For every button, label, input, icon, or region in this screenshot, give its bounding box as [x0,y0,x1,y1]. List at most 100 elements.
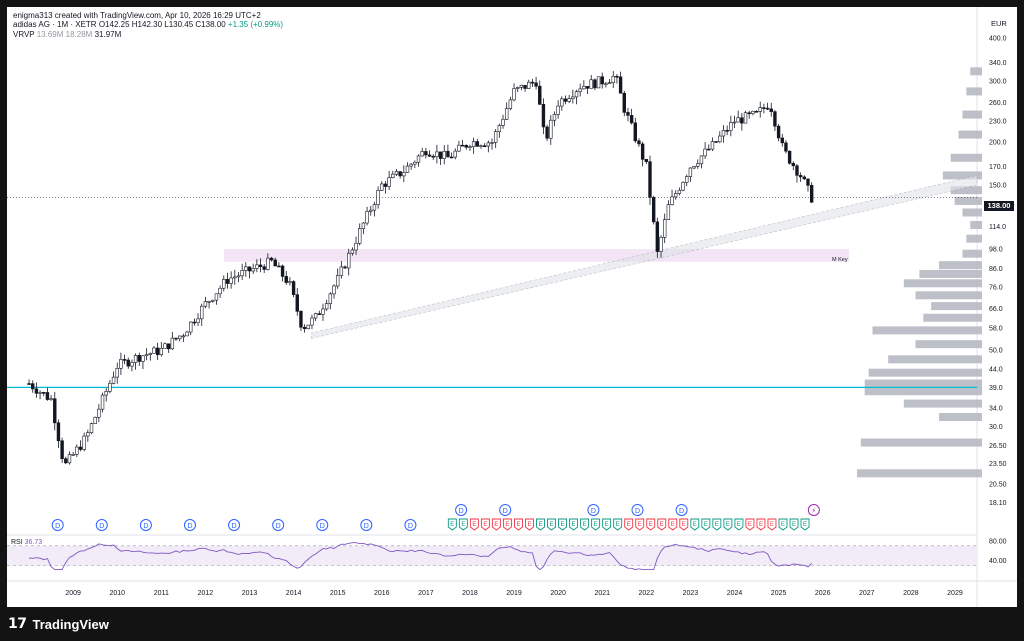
earnings-glyph: E [472,522,476,528]
price-tick-label: 39.0 [989,385,1003,392]
candle-body [571,96,575,99]
price-tick-label: 114.0 [989,224,1006,231]
candle-body [615,75,619,78]
earnings-marker [646,518,656,531]
candle-body [534,82,538,87]
candle-body [743,112,748,124]
earnings-glyph: E [660,522,664,528]
candle-body [809,185,814,203]
candle-body [769,108,773,112]
candle-body [181,335,186,338]
time-tick-label: 2018 [462,590,478,597]
candle-body [751,110,755,115]
low-value: L130.45 [164,20,194,29]
candle-body [291,281,296,295]
candle-body [361,222,366,229]
currency-label[interactable]: EUR [991,19,1007,28]
volume-profile-bar [903,399,982,408]
time-tick-label: 2027 [859,590,875,597]
time-tick-label: 2024 [727,590,743,597]
earnings-glyph: E [505,522,509,528]
candle-body [560,98,564,107]
candle-body [394,171,399,175]
earnings-glyph: E [450,522,454,528]
candle-body [806,178,810,186]
candle-body [578,88,582,92]
candle-body [317,313,322,315]
candle-body [299,311,303,328]
candle-body [611,75,615,83]
vrvp-value-3: 31.97M [94,30,122,39]
price-tick-label: 20.50 [989,481,1007,488]
candle-body [519,84,524,88]
candle-body [247,266,252,272]
rsi-legend[interactable]: RSI 36.73 [11,539,42,546]
candle-body [321,308,325,315]
candle-body [765,107,770,110]
candle-body [324,303,329,310]
vrvp-legend[interactable]: VRVP 13.69M 18.28M 31.97M [13,30,121,39]
earnings-glyph: E [605,522,609,528]
dividend-glyph: D [232,523,237,530]
earnings-glyph: E [527,522,531,528]
candle-body [288,281,292,283]
earnings-glyph: E [715,522,719,528]
earnings-marker [679,518,689,531]
candles [27,71,814,465]
chart-frame[interactable]: 400.0 340.0 300.0 260.0 230.0 200.0 170.0 150.0… [7,7,1017,607]
candle-body [277,265,281,268]
dividend-marker [183,519,196,531]
earnings-glyph: E [627,522,631,528]
earnings-marker [624,518,634,531]
volume-profile-bar [857,469,982,478]
dividend-glyph: D [364,523,369,530]
candle-body [607,82,612,85]
candle-body [200,305,204,320]
candle-body [802,176,807,180]
candle-body [262,266,266,270]
last-price-badge: 138.00 [984,201,1014,211]
candle-body [721,130,726,137]
price-tick-label: 150.0 [989,183,1007,190]
candle-body [659,237,663,252]
dividend-glyph: D [276,523,281,530]
candle-body [736,117,740,123]
earnings-marker [591,518,601,531]
earnings-marker [469,518,479,531]
price-tick-label: 26.50 [989,443,1007,450]
earnings-marker [491,518,501,531]
candle-body [644,159,649,162]
candle-body [310,317,314,326]
candle-body [335,275,340,287]
candle-body [211,299,215,302]
candle-body [119,359,123,369]
candle-body [402,172,406,177]
close-value: C138.00 [195,20,226,29]
candle-body [27,383,31,385]
candle-body [780,137,784,144]
vrvp-label: VRVP [13,30,35,39]
earnings-marker [502,518,512,531]
candle-body [155,347,160,356]
candle-body [490,142,494,144]
footer-brand[interactable]: 17 TradingView [8,610,109,638]
candle-body [471,141,476,147]
candle-body [523,84,527,89]
candle-body [152,347,156,354]
dividend-marker [316,519,329,531]
earnings-marker [480,518,490,531]
price-chart[interactable]: 400.0 340.0 300.0 260.0 230.0 200.0 170.0 150.0… [7,7,1017,607]
candle-body [703,148,707,157]
dividend-marker [404,519,417,531]
candle-body [585,86,590,89]
symbol-ohlc: adidas AG · 1M · XETR O142.25 H142.30 L1… [13,20,283,29]
symbol-label[interactable]: adidas AG · 1M · XETR [13,20,97,29]
time-tick-label: 2025 [771,590,787,597]
earnings-glyph: E [516,522,520,528]
earnings-glyph: E [616,522,620,528]
earnings-glyph: E [781,522,785,528]
time-tick-label: 2010 [109,590,125,597]
candle-body [567,98,571,102]
high-value: H142.30 [131,20,163,29]
earnings-marker [734,518,744,531]
